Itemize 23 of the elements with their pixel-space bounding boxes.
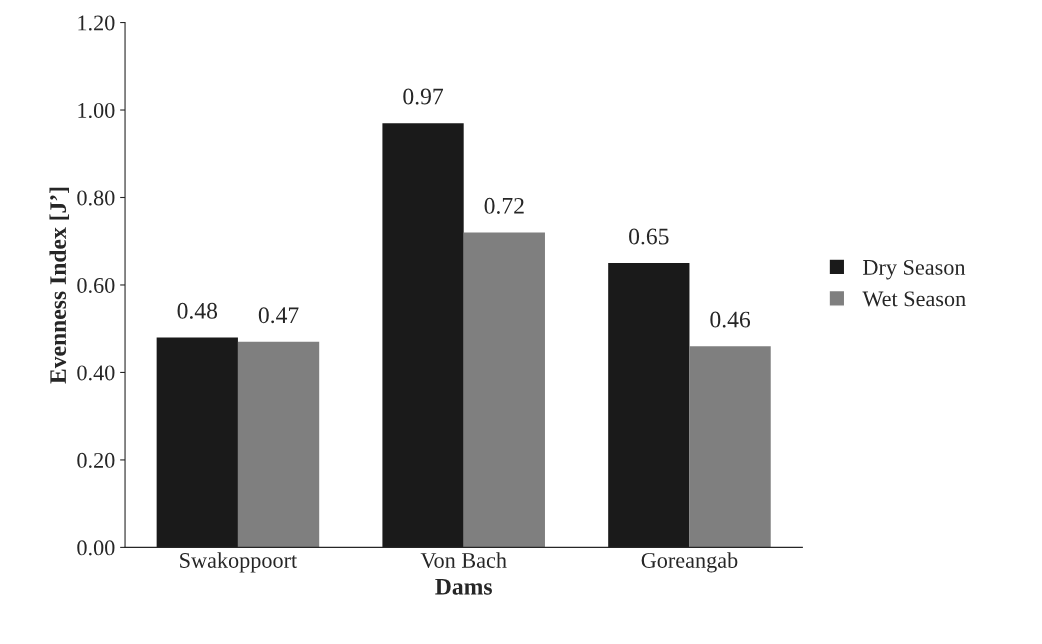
data-label: 0.46 xyxy=(710,311,751,328)
y-axis-title: Evenness Index [J’] xyxy=(49,187,69,384)
bar xyxy=(689,346,771,548)
y-tick-label: 0.80 xyxy=(77,190,115,206)
y-tick-label: 0.20 xyxy=(77,452,115,468)
data-label: 0.65 xyxy=(629,228,669,245)
x-tick-label: Swakoppoort xyxy=(180,552,298,573)
x-axis-title: Dams xyxy=(435,578,492,595)
data-label: 0.48 xyxy=(177,302,218,319)
y-tick-label: 1.20 xyxy=(78,15,115,31)
data-label: 0.97 xyxy=(403,88,444,105)
data-label: 0.47 xyxy=(258,307,299,324)
data-label: 0.72 xyxy=(484,197,524,214)
y-tick-label: 0.00 xyxy=(77,540,115,556)
legend-label: Dry Season xyxy=(863,259,966,280)
bar xyxy=(463,232,545,548)
y-tick-label: 1.00 xyxy=(78,102,115,119)
y-tick-label: 0.40 xyxy=(77,365,115,381)
bar xyxy=(237,341,320,548)
x-tick-label: Von Bach xyxy=(420,552,507,569)
y-tick-label: 0.60 xyxy=(77,277,115,293)
x-tick-label: Goreangab xyxy=(641,552,738,573)
legend-label: Wet Season xyxy=(862,291,966,307)
